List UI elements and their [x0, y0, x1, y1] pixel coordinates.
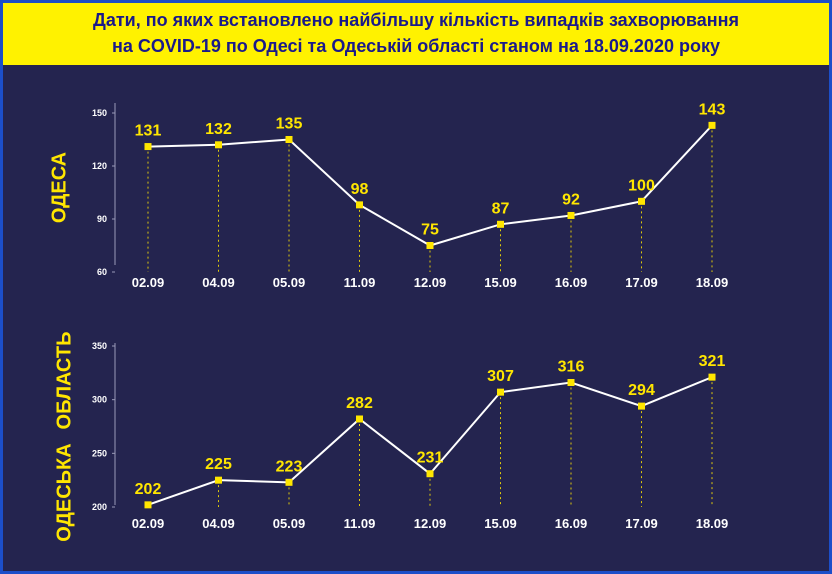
title-bar: Дати, по яких встановлено найбільшу кіль…	[3, 3, 829, 65]
odesa-data-point	[215, 141, 222, 149]
chart-title-line-1: Дати, по яких встановлено найбільшу кіль…	[93, 10, 739, 30]
odesa-x-tick-label: 18.09	[696, 275, 729, 290]
odesa-y-tick-label: 90	[97, 214, 107, 224]
odesa-x-tick-label: 04.09	[202, 275, 235, 290]
odesa-data-label: 132	[205, 121, 232, 138]
charts-svg: 60 90 120 150 131 132 135 98 75 87 92 100 143 02.09 04…	[92, 101, 728, 531]
oblast-data-label: 321	[699, 353, 726, 370]
oblast-x-tick-label: 04.09	[202, 516, 235, 531]
oblast-data-label: 225	[205, 456, 232, 473]
odesa-data-point	[144, 143, 152, 151]
odesa-data-label: 92	[562, 191, 580, 208]
odesa-x-tick-label: 15.09	[484, 275, 517, 290]
oblast-y-tick-label: 300	[92, 395, 107, 405]
oblast-data-label: 294	[628, 382, 655, 399]
odesa-chart: 60 90 120 150 131 132 135 98 75 87 92 100 143 02.09 04…	[92, 101, 728, 290]
oblast-x-tick-label: 12.09	[414, 516, 447, 531]
oblast-y-tick-label: 350	[92, 341, 107, 351]
oblast-data-point	[426, 470, 434, 478]
odesa-data-point	[567, 211, 575, 219]
odesa-x-tick-label: 02.09	[132, 275, 165, 290]
oblast-data-point	[567, 378, 575, 386]
chart-title-line-2: на COVID-19 по Одесі та Одеській області…	[112, 36, 720, 56]
oblast-chart: 200 250 300 350 202 225 223 282 231 307 316 294 321 0…	[92, 341, 728, 531]
oblast-y-tick-label: 250	[92, 448, 107, 458]
oblast-data-label: 307	[487, 368, 514, 385]
oblast-data-point	[144, 501, 152, 509]
oblast-data-point	[285, 478, 293, 486]
oblast-data-label: 231	[417, 450, 444, 467]
oblast-x-tick-label: 18.09	[696, 516, 729, 531]
oblast-data-point	[356, 415, 363, 423]
oblast-x-tick-label: 11.09	[344, 516, 376, 531]
odesa-data-label: 87	[492, 200, 510, 217]
odesa-data-point	[708, 121, 716, 129]
oblast-x-tick-label: 02.09	[132, 516, 165, 531]
oblast-data-point	[708, 373, 716, 381]
chart-frame: Дати, по яких встановлено найбільшу кіль…	[3, 3, 829, 571]
odesa-y-tick-label: 60	[97, 267, 107, 277]
odesa-data-label: 131	[135, 123, 162, 140]
oblast-x-tick-label: 05.09	[273, 516, 306, 531]
odesa-data-point	[356, 201, 363, 209]
oblast-x-tick-label: 17.09	[625, 516, 658, 531]
oblast-y-tick-label: 200	[92, 502, 107, 512]
odesa-data-label: 75	[421, 222, 439, 239]
odesa-data-point	[638, 197, 645, 205]
oblast-data-label: 282	[346, 395, 373, 412]
odesa-data-label: 100	[628, 177, 655, 194]
oblast-x-tick-label: 15.09	[484, 516, 517, 531]
odesa-y-tick-label: 150	[92, 108, 107, 118]
oblast-data-label: 202	[135, 481, 162, 498]
odesa-data-label: 98	[351, 181, 369, 198]
odesa-data-label: 143	[699, 101, 726, 118]
odesa-data-point	[426, 242, 434, 249]
odesa-y-tick-label: 120	[92, 161, 107, 171]
oblast-data-label: 316	[558, 358, 585, 375]
odesa-x-tick-label: 05.09	[273, 275, 306, 290]
oblast-data-label: 223	[276, 458, 303, 475]
odesa-data-label: 135	[276, 116, 303, 133]
odesa-x-tick-label: 11.09	[344, 275, 376, 290]
odesa-x-tick-label: 16.09	[555, 275, 588, 290]
oblast-data-point	[497, 388, 504, 396]
oblast-x-tick-label: 16.09	[555, 516, 588, 531]
oblast-data-point	[638, 402, 645, 410]
odesa-data-point	[285, 136, 293, 143]
odesa-data-point	[497, 220, 504, 228]
odesa-x-tick-label: 12.09	[414, 275, 447, 290]
odesa-x-tick-label: 17.09	[625, 275, 658, 290]
oblast-data-point	[215, 476, 222, 484]
